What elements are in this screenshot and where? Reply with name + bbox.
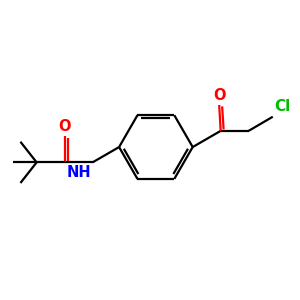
Text: Cl: Cl	[274, 99, 290, 114]
Text: O: O	[213, 88, 225, 103]
Text: O: O	[58, 119, 71, 134]
Text: NH: NH	[67, 165, 91, 180]
